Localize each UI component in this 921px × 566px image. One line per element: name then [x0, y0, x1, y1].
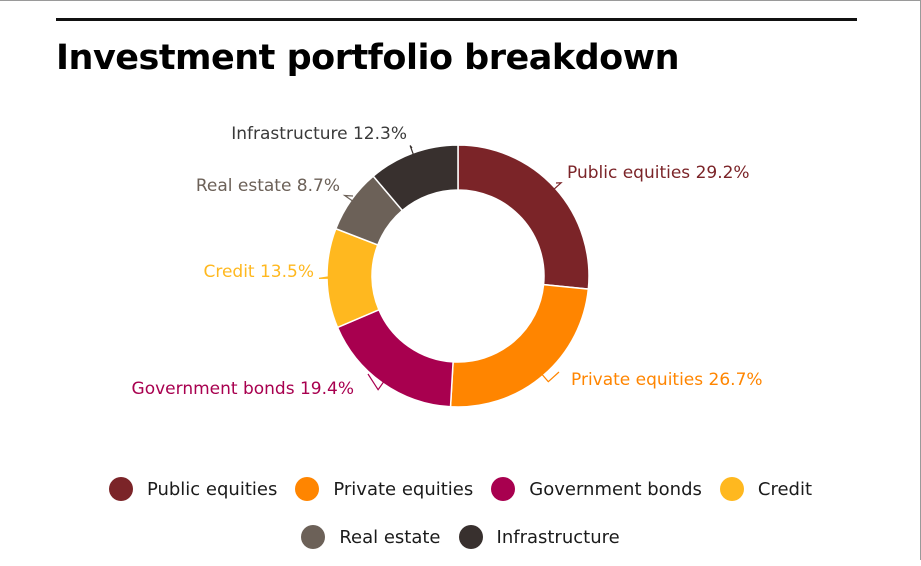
legend-item-real-estate[interactable]: Real estate — [301, 525, 441, 549]
leader-line-private-equities — [540, 371, 560, 383]
header-rule — [56, 18, 857, 21]
legend: Public equities Private equities Governm… — [0, 470, 921, 566]
legend-item-private-equities[interactable]: Private equities — [295, 477, 473, 501]
leader-line-credit — [318, 276, 332, 279]
legend-label-infrastructure: Infrastructure — [496, 526, 620, 548]
slice-private-equities[interactable] — [449, 283, 590, 408]
donut-chart: Public equities 29.2% Private equities 26… — [132, 124, 763, 408]
top-border — [0, 0, 921, 1]
legend-label-real-estate: Real estate — [339, 526, 441, 548]
chart-title: Investment portfolio breakdown — [56, 38, 679, 78]
slice-infrastructure[interactable] — [372, 144, 459, 212]
leader-line-government-bonds — [367, 373, 386, 391]
label-public-equities: Public equities 29.2% — [567, 163, 750, 183]
legend-item-credit[interactable]: Credit — [719, 477, 813, 501]
slice-government-bonds[interactable] — [336, 308, 454, 408]
legend-row-1: Public equities Private equities Governm… — [0, 470, 921, 508]
legend-item-public-equities[interactable]: Public equities — [108, 477, 278, 501]
legend-label-credit: Credit — [757, 478, 813, 500]
leader-line-public-equities — [551, 182, 563, 192]
legend-swatch-real-estate — [301, 525, 326, 549]
leader-line-infrastructure — [409, 145, 415, 158]
legend-swatch-public-equities — [108, 477, 133, 501]
label-private-equities: Private equities 26.7% — [571, 370, 763, 390]
label-credit: Credit 13.5% — [203, 262, 314, 282]
label-real-estate: Real estate 8.7% — [196, 176, 340, 196]
legend-row-2: Real estate Infrastructure — [0, 518, 921, 556]
label-government-bonds: Government bonds 19.4% — [132, 379, 354, 399]
label-infrastructure: Infrastructure 12.3% — [231, 124, 407, 144]
legend-item-infrastructure[interactable]: Infrastructure — [458, 525, 620, 549]
legend-item-government-bonds[interactable]: Government bonds — [491, 477, 702, 501]
legend-swatch-infrastructure — [458, 525, 483, 549]
legend-swatch-government-bonds — [491, 477, 516, 501]
legend-swatch-private-equities — [295, 477, 320, 501]
leader-line-real-estate — [342, 194, 355, 203]
slice-credit[interactable] — [326, 227, 380, 329]
legend-label-government-bonds: Government bonds — [529, 478, 702, 500]
legend-label-public-equities: Public equities — [146, 478, 278, 500]
legend-label-private-equities: Private equities — [333, 478, 474, 500]
legend-swatch-credit — [719, 477, 744, 501]
